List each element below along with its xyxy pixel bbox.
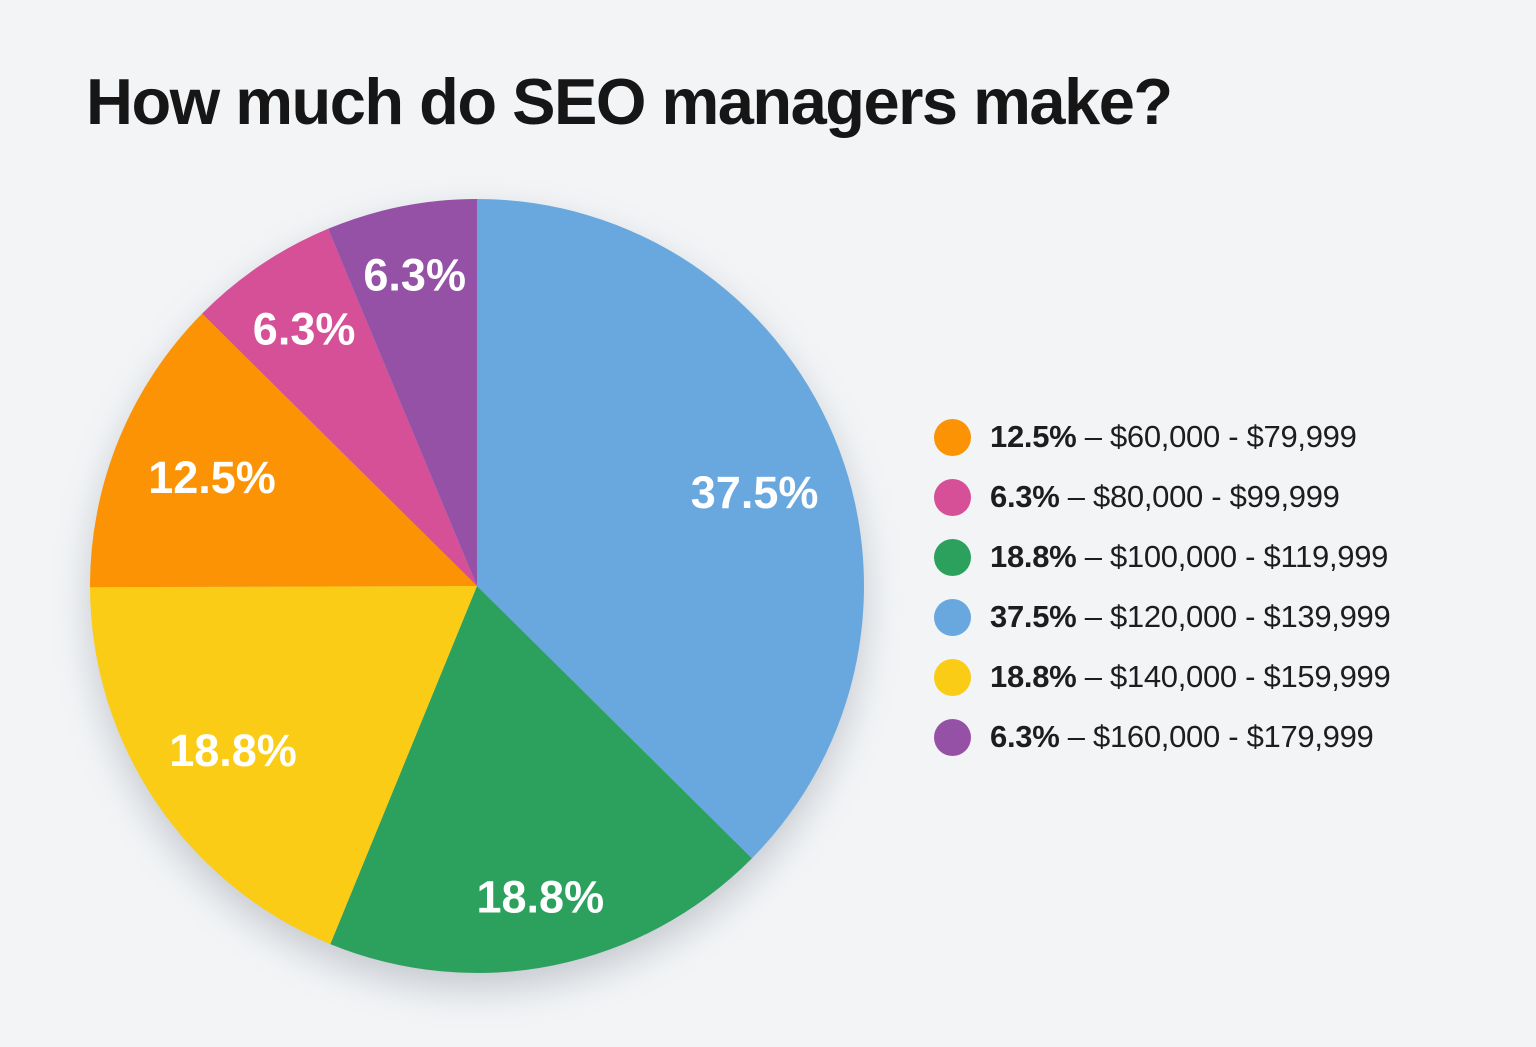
legend-pct: 37.5% bbox=[990, 599, 1077, 634]
legend-range: – $100,000 - $119,999 bbox=[1076, 539, 1389, 574]
legend-color-dot bbox=[934, 538, 971, 576]
legend-item-4: 18.8% – $140,000 - $159,999 bbox=[934, 658, 1391, 696]
pie-labels-group: 37.5% 18.8% 18.8% 12.5% 6.3%6.3% bbox=[148, 249, 818, 922]
legend-pct: 6.3% bbox=[990, 719, 1060, 754]
legend-color-dot bbox=[934, 658, 971, 696]
legend-pct: 12.5% bbox=[990, 419, 1077, 454]
legend-label: 18.8% – $140,000 - $159,999 bbox=[990, 659, 1391, 695]
legend-pct: 6.3% bbox=[990, 479, 1060, 514]
legend-label: 6.3% – $160,000 - $179,999 bbox=[990, 719, 1374, 755]
legend-item-1: 6.3% – $80,000 - $99,999 bbox=[934, 478, 1390, 516]
pie-slice-label-5: 6.3% bbox=[363, 249, 466, 300]
legend-label: 6.3% – $80,000 - $99,999 bbox=[990, 479, 1340, 515]
pie-slice-label-1: 18.8% bbox=[476, 872, 604, 923]
legend-label: 18.8% – $100,000 - $119,999 bbox=[990, 539, 1388, 575]
pie-slice-2 bbox=[90, 586, 477, 945]
legend-item-5: 6.3% – $160,000 - $179,999 bbox=[934, 718, 1390, 756]
legend-range: – $80,000 - $99,999 bbox=[1059, 479, 1340, 514]
pie-slice-1 bbox=[330, 586, 752, 974]
pie-slice-0 bbox=[477, 199, 864, 859]
page-title: How much do SEO managers make? bbox=[86, 65, 1173, 138]
pie-slice-5 bbox=[328, 199, 477, 586]
legend-range: – $60,000 - $79,999 bbox=[1076, 419, 1357, 454]
legend: 12.5% – $60,000 - $79,999 6.3% – $80,000 … bbox=[934, 418, 1391, 756]
legend-item-0: 12.5% – $60,000 - $79,999 bbox=[934, 418, 1390, 456]
pie-slice-4 bbox=[202, 228, 477, 586]
legend-color-dot bbox=[934, 718, 971, 756]
pie-slice-label-2: 18.8% bbox=[169, 725, 297, 776]
pie-slice-label-3: 12.5% bbox=[148, 452, 276, 503]
legend-item-3: 37.5% – $120,000 - $139,999 bbox=[934, 598, 1391, 636]
legend-item-2: 18.8% – $100,000 - $119,999 bbox=[934, 538, 1390, 576]
legend-range: – $160,000 - $179,999 bbox=[1059, 719, 1374, 754]
legend-color-dot bbox=[934, 598, 971, 636]
legend-pct: 18.8% bbox=[990, 539, 1077, 574]
legend-color-dot bbox=[934, 418, 971, 456]
pie-slice-3 bbox=[89, 313, 477, 588]
pie-slice-label-4: 6.3% bbox=[253, 304, 356, 355]
pie-slice-label-0: 37.5% bbox=[691, 467, 819, 518]
pie-slices-group bbox=[89, 199, 864, 974]
legend-range: – $120,000 - $139,999 bbox=[1076, 599, 1391, 634]
legend-range: – $140,000 - $159,999 bbox=[1076, 659, 1391, 694]
legend-color-dot bbox=[934, 478, 971, 516]
legend-label: 12.5% – $60,000 - $79,999 bbox=[990, 419, 1357, 455]
legend-pct: 18.8% bbox=[990, 659, 1077, 694]
legend-label: 37.5% – $120,000 - $139,999 bbox=[990, 599, 1391, 635]
